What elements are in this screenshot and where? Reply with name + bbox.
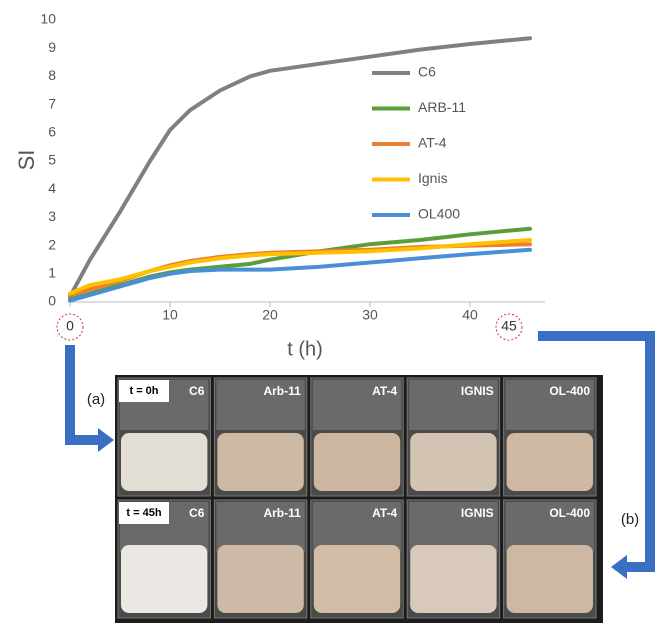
arrow-head (98, 428, 114, 452)
y-tick-label: 1 (48, 265, 56, 281)
beaker-label: IGNIS (461, 506, 494, 520)
y-tick-label: 10 (40, 11, 56, 27)
beaker-label: C6 (189, 384, 205, 398)
circled-label: 45 (501, 318, 517, 334)
legend-label: ARB-11 (418, 99, 466, 115)
arrow-head (611, 555, 627, 579)
powder (217, 433, 303, 491)
legend-label: Ignis (418, 170, 448, 186)
x-tick-label: 30 (362, 307, 378, 323)
x-tick-label: 40 (462, 307, 478, 323)
powder (314, 433, 400, 491)
legend-label: OL400 (418, 206, 460, 222)
legend-label: AT-4 (418, 135, 447, 151)
panel-label: (a) (87, 391, 105, 408)
beaker-label: Arb-11 (263, 384, 301, 398)
time-label: t = 45h (126, 507, 161, 519)
y-tick-label: 0 (48, 293, 56, 309)
beaker-label: AT-4 (372, 506, 397, 520)
y-tick-label: 5 (48, 152, 56, 168)
beaker-label: C6 (189, 506, 205, 520)
figure: SI t (h) 10203040012345678910C6ARB-11AT-… (0, 0, 656, 625)
y-tick-label: 9 (48, 39, 56, 55)
y-tick-label: 7 (48, 95, 56, 111)
powder (121, 433, 207, 491)
powder (121, 545, 207, 613)
panel-label: (b) (621, 511, 639, 528)
x-axis-label: t (h) (287, 338, 323, 360)
beaker-label: IGNIS (461, 384, 494, 398)
time-label: t = 0h (129, 385, 158, 397)
powder (217, 545, 303, 613)
legend-label: C6 (418, 64, 436, 80)
x-tick-label: 20 (262, 307, 278, 323)
series-line (70, 38, 530, 296)
powder (314, 545, 400, 613)
y-tick-label: 6 (48, 124, 56, 140)
circled-label: 0 (66, 318, 74, 334)
x-tick-label: 10 (162, 307, 178, 323)
beaker-label: OL-400 (549, 384, 590, 398)
series-line (70, 229, 530, 300)
beaker-label: AT-4 (372, 384, 397, 398)
y-tick-label: 2 (48, 236, 56, 252)
y-tick-label: 8 (48, 67, 56, 83)
powder (410, 545, 496, 613)
beaker-label: Arb-11 (263, 506, 301, 520)
powder (410, 433, 496, 491)
y-axis-label: SI (14, 150, 39, 171)
powder (507, 545, 593, 613)
powder (507, 433, 593, 491)
y-tick-label: 4 (48, 180, 56, 196)
y-tick-label: 3 (48, 208, 56, 224)
beaker-label: OL-400 (549, 506, 590, 520)
